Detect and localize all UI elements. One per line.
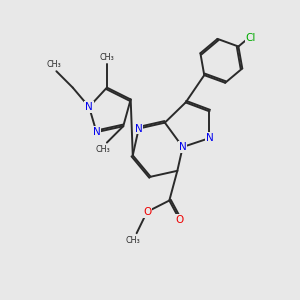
Text: N: N: [135, 124, 142, 134]
Text: CH₃: CH₃: [100, 53, 114, 62]
Text: N: N: [206, 133, 213, 143]
Text: CH₃: CH₃: [95, 145, 110, 154]
Text: N: N: [93, 127, 101, 137]
Text: Cl: Cl: [245, 33, 256, 43]
Text: O: O: [143, 207, 151, 217]
Text: N: N: [179, 142, 187, 152]
Text: CH₃: CH₃: [46, 60, 61, 69]
Text: O: O: [176, 215, 184, 225]
Text: N: N: [85, 102, 93, 112]
Text: CH₃: CH₃: [126, 236, 140, 245]
